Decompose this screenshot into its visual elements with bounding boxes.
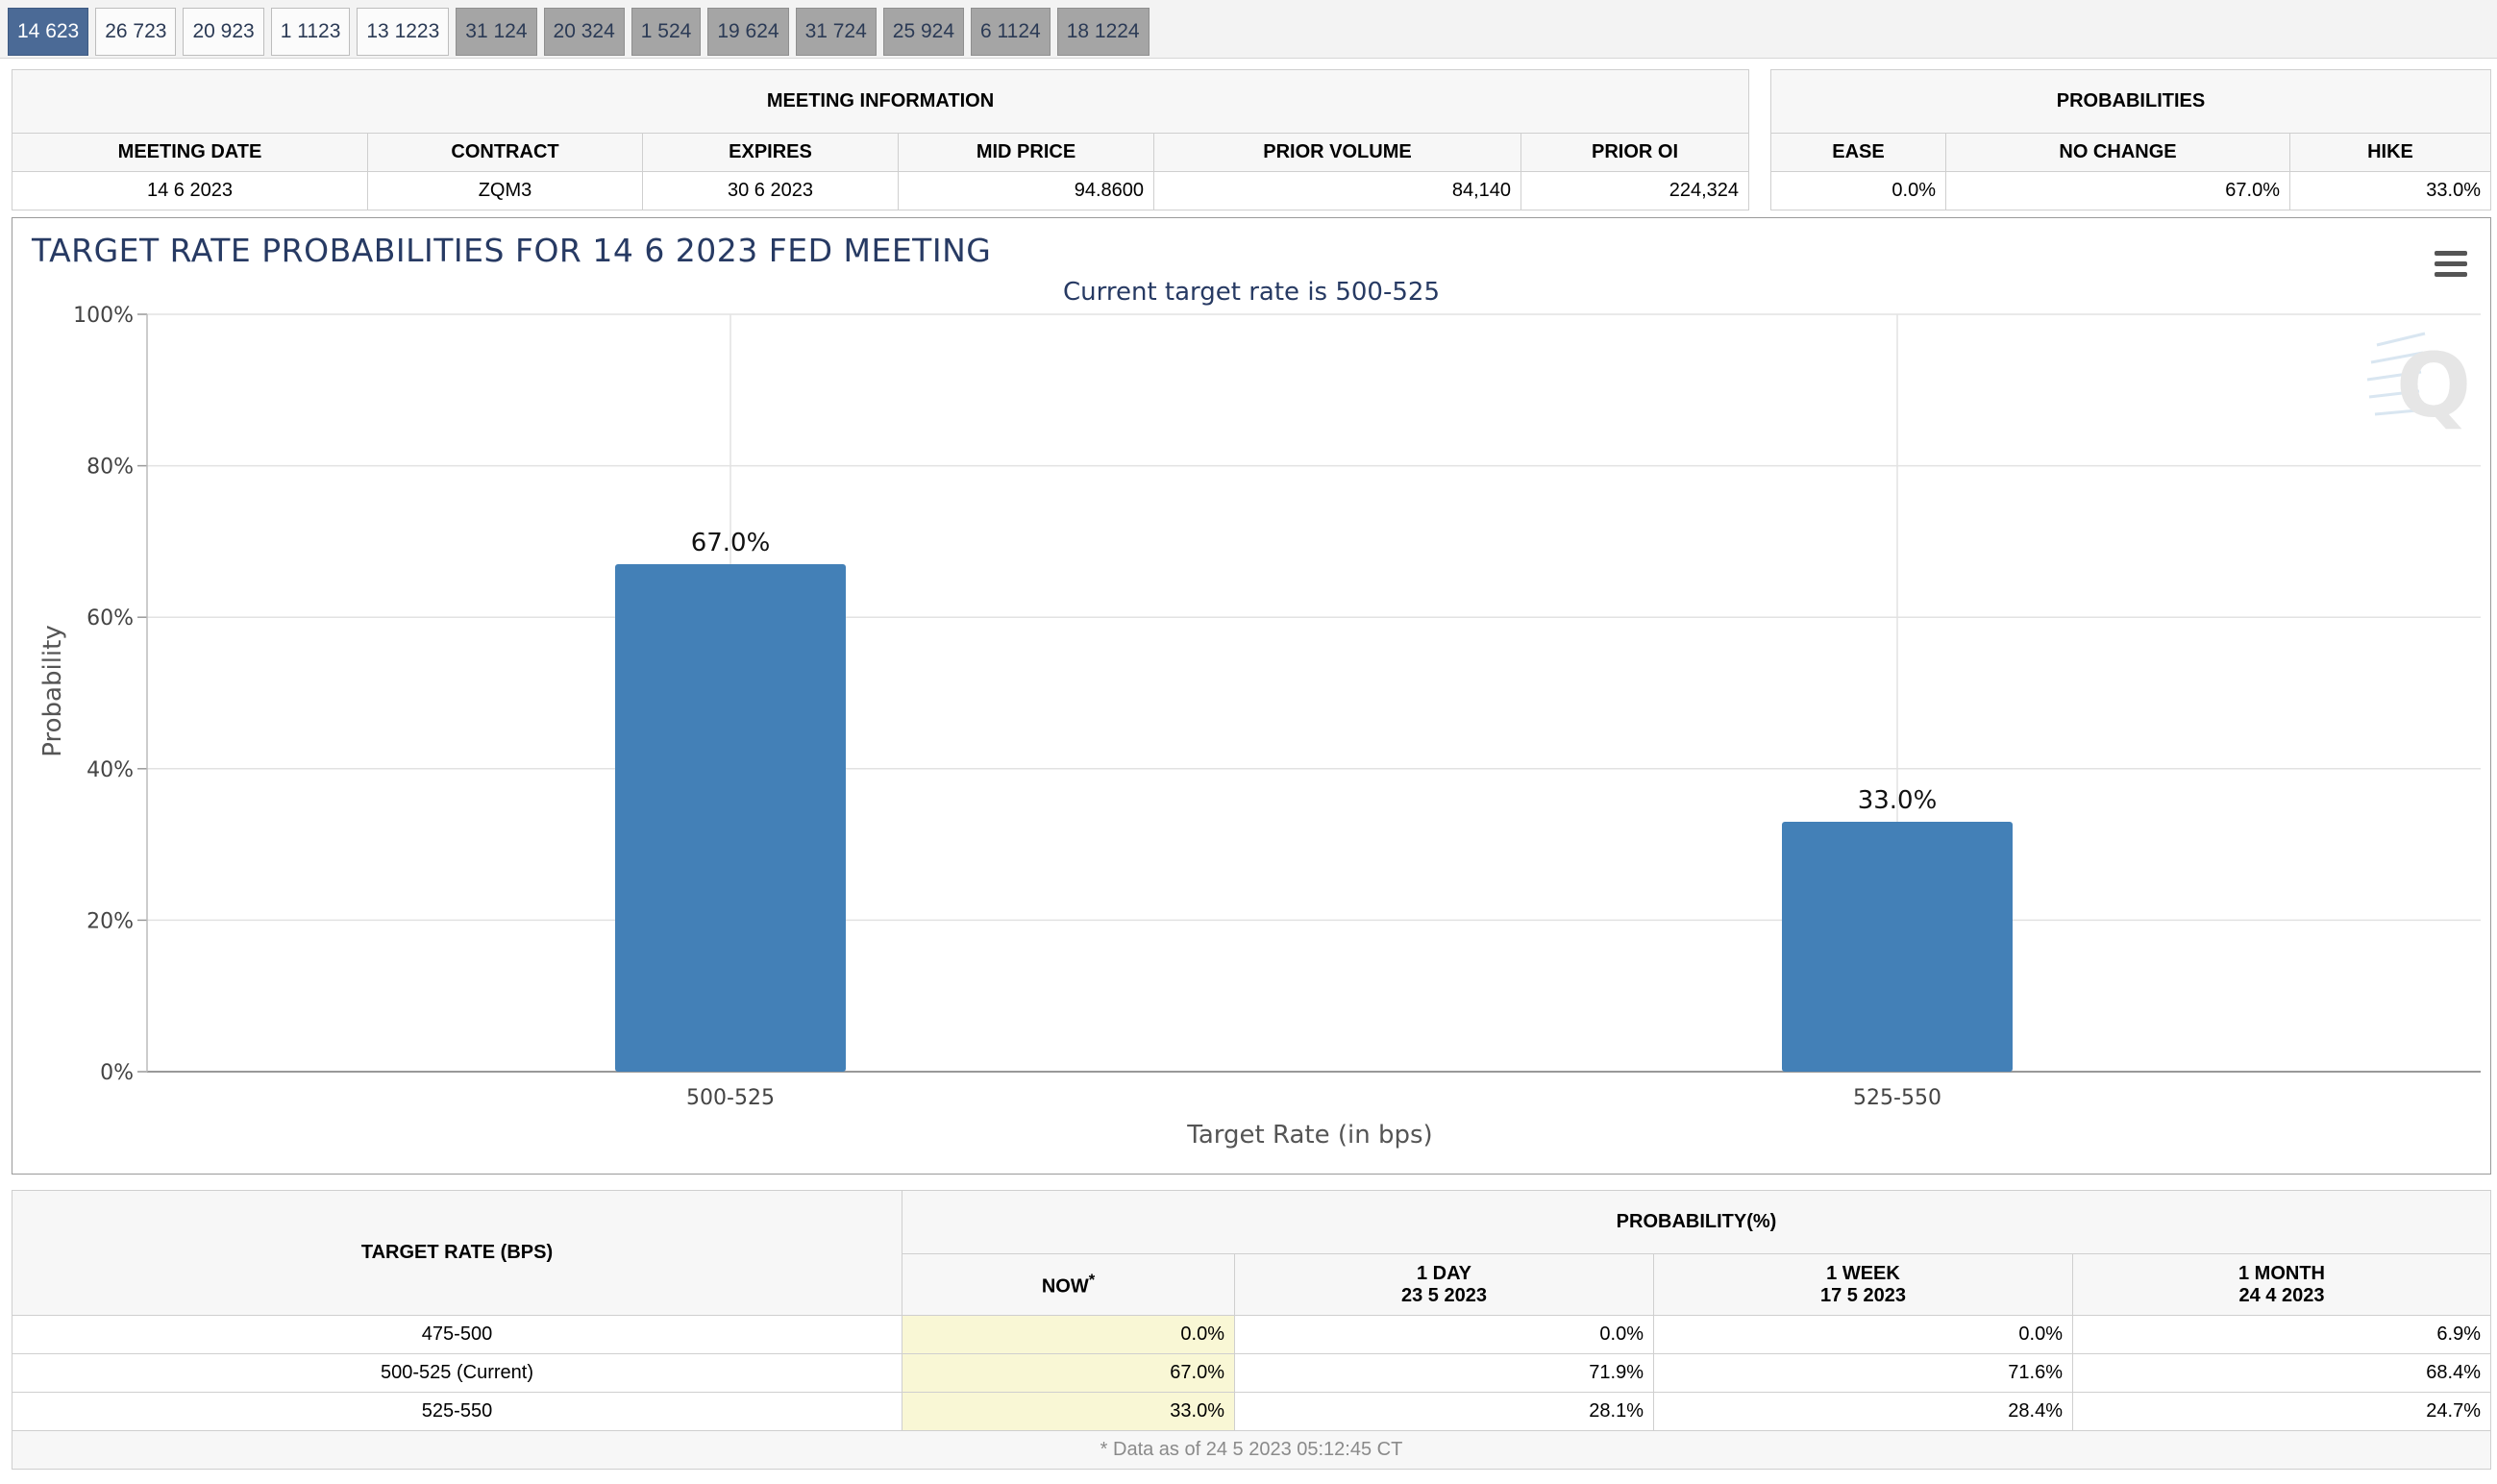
chart-menu-icon[interactable] bbox=[2435, 251, 2467, 278]
meeting-info-header: MEETING INFORMATION bbox=[12, 69, 1749, 134]
probability-bar-chart: Q 0% 20% 40% 60% 80% 100% 67.0% 500-525 33.0% 525… bbox=[38, 304, 2481, 1150]
prior-oi-value: 224,324 bbox=[1520, 171, 1749, 210]
meeting-tab[interactable]: 25 924 bbox=[882, 8, 965, 56]
col-prior-oi: PRIOR OI bbox=[1520, 133, 1749, 172]
value-cell: 67.0% bbox=[902, 1353, 1235, 1393]
no-change-value: 67.0% bbox=[1945, 171, 2290, 210]
rate-cell: 475-500 bbox=[12, 1315, 902, 1354]
meeting-date-value: 14 6 2023 bbox=[12, 171, 368, 210]
col-1-month: 1 MONTH 24 4 2023 bbox=[2072, 1253, 2491, 1316]
meeting-tab[interactable]: 31 124 bbox=[456, 8, 537, 56]
col-target-rate: TARGET RATE (BPS) bbox=[12, 1190, 902, 1316]
y-tick-label: 0% bbox=[100, 1061, 134, 1085]
y-tick-label: 40% bbox=[87, 758, 134, 782]
data-timestamp-footnote: * Data as of 24 5 2023 05:12:45 CT bbox=[12, 1430, 2491, 1470]
chart-title: TARGET RATE PROBABILITIES FOR 14 6 2023 … bbox=[32, 232, 992, 269]
col-ease: EASE bbox=[1770, 133, 1946, 172]
col-1-week: 1 WEEK 17 5 2023 bbox=[1653, 1253, 2073, 1316]
chart-subtitle: Current target rate is 500-525 bbox=[1063, 278, 1440, 307]
hike-value: 33.0% bbox=[2289, 171, 2491, 210]
table-row: 475-500 0.0% 0.0% 0.0% 6.9% bbox=[12, 1315, 2491, 1354]
meeting-tab[interactable]: 19 624 bbox=[707, 8, 789, 56]
target-rate-table: TARGET RATE (BPS) PROBABILITY(%) NOW* 1 … bbox=[12, 1190, 2491, 1470]
probabilities-summary-table: PROBABILITIES EASE NO CHANGE HIKE 0.0% 6… bbox=[1770, 69, 2491, 210]
svg-text:Q: Q bbox=[2396, 334, 2471, 437]
rate-cell: 525-550 bbox=[12, 1392, 902, 1431]
col-1-day: 1 DAY 23 5 2023 bbox=[1234, 1253, 1654, 1316]
meeting-tab[interactable]: 18 1224 bbox=[1056, 8, 1150, 56]
value-cell: 28.1% bbox=[1234, 1392, 1654, 1431]
prior-volume-value: 84,140 bbox=[1153, 171, 1521, 210]
meeting-tab[interactable]: 6 1124 bbox=[971, 8, 1051, 56]
col-contract: CONTRACT bbox=[367, 133, 643, 172]
bar-data-label: 33.0% bbox=[1858, 786, 1938, 815]
value-cell: 6.9% bbox=[2072, 1315, 2491, 1354]
col-1-week-label: 1 WEEK bbox=[1826, 1262, 1900, 1284]
col-meeting-date: MEETING DATE bbox=[12, 133, 368, 172]
table-row: 525-550 33.0% 28.1% 28.4% 24.7% bbox=[12, 1392, 2491, 1431]
bar-525-550[interactable] bbox=[1782, 821, 2013, 1072]
probability-header: PROBABILITY(%) bbox=[902, 1190, 2491, 1254]
chart-panel: TARGET RATE PROBABILITIES FOR 14 6 2023 … bbox=[12, 217, 2491, 1175]
col-1-month-label: 1 MONTH bbox=[2238, 1262, 2325, 1284]
col-now-marker: * bbox=[1088, 1271, 1096, 1290]
meeting-tab[interactable]: 20 324 bbox=[543, 8, 625, 56]
meeting-tab[interactable]: 31 724 bbox=[795, 8, 877, 56]
value-cell: 71.6% bbox=[1653, 1353, 2073, 1393]
bar-500-525[interactable] bbox=[615, 564, 846, 1072]
value-cell: 28.4% bbox=[1653, 1392, 2073, 1431]
y-tick-label: 100% bbox=[73, 304, 134, 328]
y-tick-label: 60% bbox=[87, 606, 134, 631]
col-1-month-date: 24 4 2023 bbox=[2238, 1284, 2325, 1306]
meeting-tab[interactable]: 1 1123 bbox=[270, 8, 351, 56]
meeting-tab[interactable]: 20 923 bbox=[183, 8, 264, 56]
col-1-day-date: 23 5 2023 bbox=[1401, 1284, 1487, 1306]
probabilities-header: PROBABILITIES bbox=[1770, 69, 2491, 134]
value-cell: 33.0% bbox=[902, 1392, 1235, 1431]
col-no-change: NO CHANGE bbox=[1945, 133, 2290, 172]
col-prior-volume: PRIOR VOLUME bbox=[1153, 133, 1521, 172]
col-now: NOW* bbox=[902, 1253, 1235, 1316]
y-tick-label: 20% bbox=[87, 909, 134, 933]
col-1-week-date: 17 5 2023 bbox=[1820, 1284, 1906, 1306]
col-hike: HIKE bbox=[2289, 133, 2491, 172]
value-cell: 0.0% bbox=[1653, 1315, 2073, 1354]
x-tick-label: 525-550 bbox=[1853, 1086, 1941, 1110]
chart-watermark: Q bbox=[2366, 332, 2471, 437]
contract-value: ZQM3 bbox=[367, 171, 643, 210]
value-cell: 0.0% bbox=[1234, 1315, 1654, 1354]
value-cell: 0.0% bbox=[902, 1315, 1235, 1354]
col-mid-price: MID PRICE bbox=[898, 133, 1154, 172]
bar-data-label: 67.0% bbox=[691, 529, 771, 557]
table-row: 500-525 (Current) 67.0% 71.9% 71.6% 68.4… bbox=[12, 1353, 2491, 1393]
expires-value: 30 6 2023 bbox=[642, 171, 899, 210]
value-cell: 68.4% bbox=[2072, 1353, 2491, 1393]
col-1-day-label: 1 DAY bbox=[1416, 1262, 1472, 1284]
x-tick-label: 500-525 bbox=[686, 1086, 775, 1110]
ease-value: 0.0% bbox=[1770, 171, 1946, 210]
col-now-label: NOW bbox=[1041, 1275, 1089, 1298]
y-tick-label: 80% bbox=[87, 456, 134, 480]
x-axis-title: Target Rate (in bps) bbox=[1186, 1121, 1432, 1150]
meeting-tab[interactable]: 26 723 bbox=[95, 8, 177, 56]
meeting-tab[interactable]: 14 623 bbox=[8, 8, 89, 56]
meeting-info-table: MEETING INFORMATION MEETING DATE CONTRAC… bbox=[12, 69, 1749, 210]
y-axis-title: Probability bbox=[38, 625, 67, 756]
rate-cell: 500-525 (Current) bbox=[12, 1353, 902, 1393]
col-expires: EXPIRES bbox=[642, 133, 899, 172]
meeting-tabs: 14 623 26 723 20 923 1 1123 13 1223 31 124 20 … bbox=[8, 8, 1150, 56]
value-cell: 71.9% bbox=[1234, 1353, 1654, 1393]
value-cell: 24.7% bbox=[2072, 1392, 2491, 1431]
mid-price-value: 94.8600 bbox=[898, 171, 1154, 210]
meeting-tab[interactable]: 1 524 bbox=[630, 8, 702, 56]
meeting-tab[interactable]: 13 1223 bbox=[357, 8, 450, 56]
meeting-tab-bar: 14 623 26 723 20 923 1 1123 13 1223 31 124 20 … bbox=[0, 0, 2497, 59]
